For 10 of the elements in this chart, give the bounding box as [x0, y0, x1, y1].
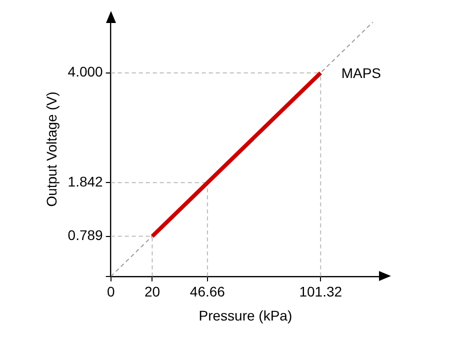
y-tick-label: 0.789 [68, 227, 104, 244]
x-tick-label: 46.66 [190, 284, 226, 300]
y-tick-label: 1.842 [68, 174, 104, 190]
x-tick-label: 20 [144, 284, 160, 300]
annotation: MAPS [341, 64, 381, 81]
y-tick-label: 4.000 [68, 64, 104, 80]
x-axis-title: Pressure (kPa) [198, 307, 292, 324]
x-tick-label: 0 [106, 284, 115, 300]
y-axis-title: Output Voltage (V) [43, 92, 60, 207]
x-tick-label: 101.32 [299, 284, 342, 300]
